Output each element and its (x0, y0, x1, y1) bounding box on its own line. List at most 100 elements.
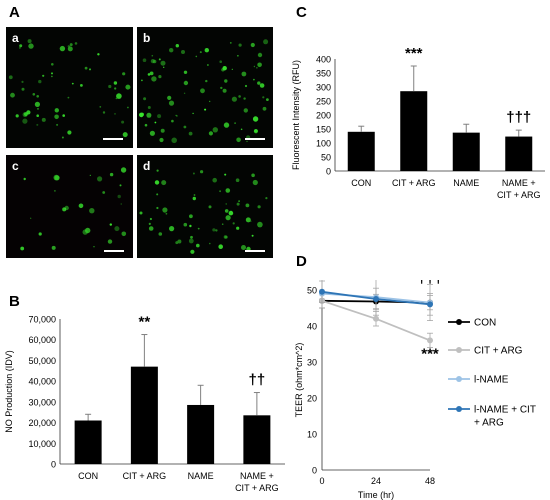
legend-swatch-point (456, 347, 462, 353)
cell-dot (222, 88, 227, 93)
cell-dot (168, 100, 175, 106)
y-tick-label: 20 (307, 394, 317, 404)
cell-dot (257, 52, 263, 58)
cell-dot (183, 80, 189, 86)
y-tick-label: 20,000 (28, 418, 56, 428)
cell-dot (219, 60, 222, 63)
significance-label: †† (249, 372, 266, 389)
bar (74, 420, 102, 464)
cell-dot (225, 188, 231, 193)
x-tick-label: NAME (188, 471, 214, 481)
cell-dot (190, 249, 195, 254)
cell-dot (41, 117, 46, 122)
cell-dot (171, 137, 177, 144)
cell-dot (160, 60, 166, 66)
data-point (427, 301, 433, 308)
cell-dot (99, 106, 102, 108)
cell-dot (18, 46, 21, 49)
cell-dot (34, 101, 40, 107)
cell-dot (238, 200, 240, 202)
cell-dot (158, 58, 161, 61)
cell-dot (200, 170, 204, 174)
cell-dot (102, 191, 106, 194)
micrograph-d: d (137, 155, 273, 258)
cell-dot (250, 42, 255, 48)
cell-dot (263, 39, 269, 45)
cell-dot (220, 86, 223, 90)
cell-dot (151, 76, 157, 82)
cell-dot (69, 43, 73, 47)
cell-dot (236, 226, 240, 230)
cell-dot (265, 197, 268, 200)
cell-dot (54, 190, 56, 192)
x-tick-label: CIT + ARG (497, 190, 541, 200)
cell-dot (199, 51, 202, 54)
cell-dot (250, 220, 252, 222)
cell-dot (116, 93, 122, 99)
cell-dot (108, 84, 112, 89)
cell-dot (209, 100, 211, 103)
x-tick-label: CON (78, 471, 98, 481)
cell-dot (183, 222, 188, 227)
cell-dot (159, 137, 164, 143)
cell-dot (156, 169, 159, 172)
cell-dot (122, 72, 126, 76)
cell-dot (176, 115, 178, 117)
cell-dot (212, 177, 217, 183)
cell-dot (109, 172, 114, 177)
y-tick-label: 50 (307, 286, 317, 296)
cell-dot (212, 127, 218, 133)
scale-bar (104, 250, 124, 252)
data-point (319, 288, 325, 295)
cell-dot (262, 96, 265, 99)
micrograph-label: d (143, 159, 151, 173)
cell-dot (262, 106, 267, 111)
cell-dot (215, 229, 218, 232)
cell-dot (204, 48, 209, 53)
cell-dot (229, 42, 232, 44)
cell-dot (71, 82, 74, 85)
cell-dot (224, 209, 229, 213)
cell-dot (251, 234, 254, 237)
cell-dot (15, 114, 19, 118)
cell-dot (51, 75, 53, 78)
cell-dot (89, 174, 91, 176)
cell-dot (204, 108, 207, 111)
cell-dot (97, 53, 100, 56)
cell-dot (156, 206, 159, 210)
cell-dot (97, 176, 103, 182)
cell-dot (241, 245, 246, 250)
cell-dot (19, 44, 23, 48)
cell-dot (51, 245, 56, 250)
cell-dot (188, 131, 193, 136)
cell-dot (8, 75, 13, 80)
cell-dot (62, 207, 67, 212)
cell-dot (208, 131, 213, 136)
cell-dot (61, 136, 64, 139)
cell-dot (207, 64, 209, 66)
cell-dot (139, 112, 144, 118)
cell-dot (190, 235, 193, 239)
cell-dot (163, 66, 165, 68)
y-tick-label: 350 (316, 69, 331, 79)
cell-dot (59, 45, 66, 52)
x-tick-label: NAME + (240, 471, 274, 481)
cell-dot (221, 223, 224, 225)
cell-dot (114, 226, 120, 232)
cell-dot (197, 227, 200, 230)
cell-fluorescence (8, 39, 131, 139)
y-axis-label: Fluorescent Intensity (RFU) (291, 60, 301, 170)
cell-dot (67, 130, 72, 135)
y-tick-label: 0 (326, 167, 331, 177)
y-tick-label: 300 (316, 83, 331, 93)
cell-dot (253, 78, 255, 81)
cell-dot (161, 180, 167, 186)
cell-dot (42, 74, 45, 77)
cell-dot (102, 111, 106, 114)
cell-dot (246, 140, 248, 143)
cell-dot (37, 108, 39, 110)
panel-letter-c: C (296, 4, 307, 21)
data-point (373, 315, 379, 322)
cell-dot (121, 231, 127, 237)
cell-dot (141, 79, 143, 82)
